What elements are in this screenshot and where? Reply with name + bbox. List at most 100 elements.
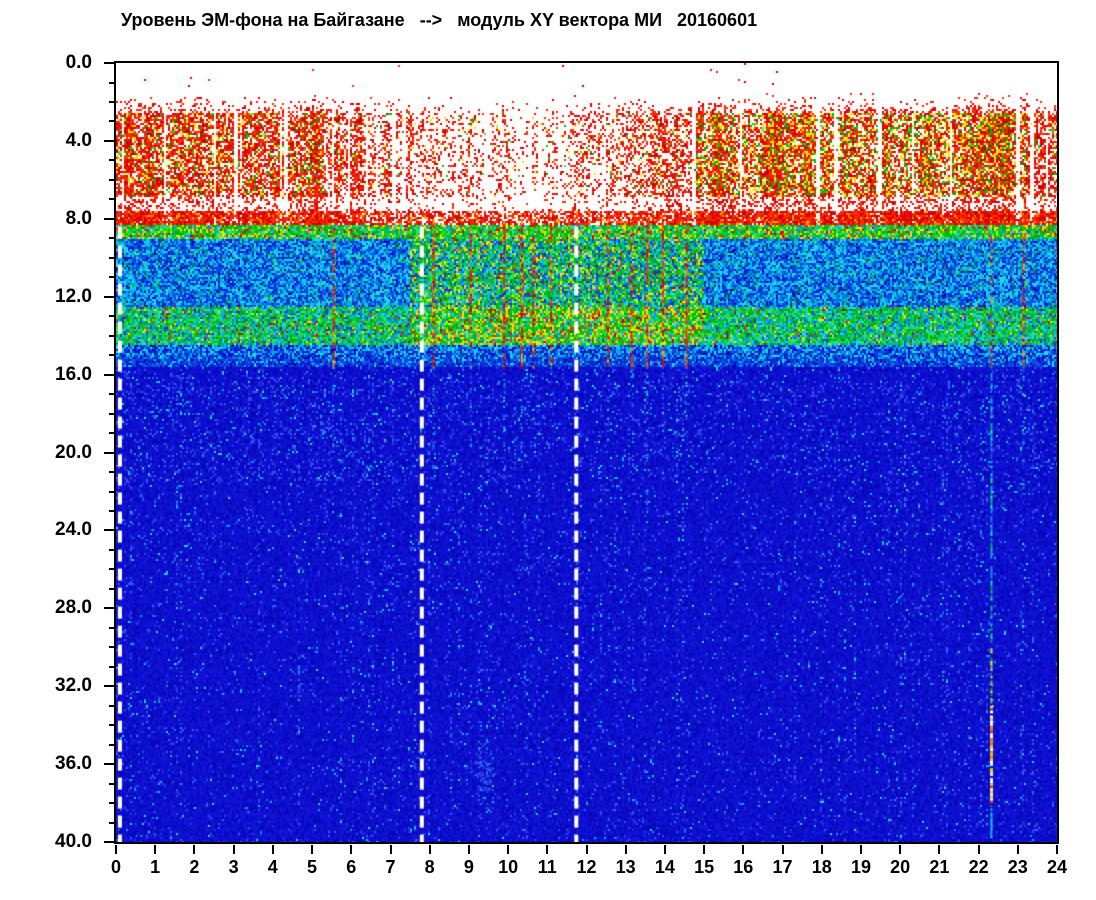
y-tick-label: 24.0 [55,519,92,541]
y-major-tick [104,763,114,766]
x-tick [271,845,274,854]
y-minor-tick [109,490,114,493]
x-tick-label: 14 [654,857,675,877]
y-minor-tick [109,101,114,103]
y-major-tick [104,607,114,610]
y-minor-tick [109,587,114,590]
chart-title: Уровень ЭМ-фона на Байгазане --> модуль … [121,10,758,30]
y-minor-tick [109,178,114,181]
x-tick-label: 11 [537,857,557,877]
y-minor-tick [109,81,114,84]
x-tick-label: 3 [228,857,239,877]
x-tick [311,845,313,854]
x-tick-label: 0 [110,857,121,877]
y-major-tick [104,373,114,376]
x-tick [742,845,745,854]
y-minor-tick [109,646,114,649]
y-minor-tick [109,509,114,512]
x-tick-label: 17 [772,857,793,877]
y-major-tick [104,295,114,298]
x-tick-label: 6 [346,857,357,877]
y-minor-tick [109,159,114,162]
x-tick [154,845,157,854]
y-major-tick [104,685,114,688]
x-tick-label: 20 [890,857,911,877]
y-minor-tick [109,782,114,785]
x-tick-label: 15 [694,857,715,877]
x-tick-label: 21 [929,857,950,877]
x-tick-label: 13 [615,857,636,877]
y-tick-label: 12.0 [55,285,92,307]
y-tick-label: 4.0 [65,129,92,151]
y-minor-tick [109,743,114,746]
x-tick [115,845,117,854]
y-tick-label: 32.0 [55,675,92,697]
x-tick-label: 19 [850,857,872,877]
x-tick [624,845,627,854]
y-minor-tick [109,393,114,396]
plot-frame [114,61,1059,844]
x-tick [938,845,941,854]
y-tick-label: 20.0 [55,441,92,463]
y-minor-tick [109,412,114,415]
x-tick [663,845,666,854]
x-tick-label: 22 [968,857,989,877]
x-tick [546,845,549,854]
y-minor-tick [109,315,114,318]
x-tick-label: 10 [498,857,519,877]
y-minor-tick [109,704,114,707]
y-minor-tick [109,568,114,571]
y-major-tick [104,62,114,64]
y-minor-tick [109,548,114,551]
x-tick-label: 18 [811,857,832,877]
x-tick [428,845,431,854]
y-major-tick [104,217,114,220]
x-tick [389,845,392,854]
y-major-tick [104,841,114,843]
spectrogram-canvas [116,63,1057,842]
x-tick [781,845,784,854]
y-major-tick [104,139,114,142]
x-tick-label: 7 [385,857,396,877]
y-tick-label: 36.0 [55,753,92,775]
x-tick [1016,845,1019,854]
y-minor-tick [109,334,114,337]
y-tick-label: 0.0 [65,52,92,73]
y-minor-tick [109,724,114,727]
x-tick [899,845,902,854]
x-tick-label: 2 [189,857,200,877]
x-tick [1056,845,1058,854]
y-major-tick [104,451,114,454]
y-major-tick [104,529,114,532]
x-tick [350,845,353,854]
y-tick-label: 8.0 [65,207,92,229]
y-minor-tick [109,471,114,473]
x-tick [585,845,588,854]
y-minor-tick [109,626,114,629]
x-tick-label: 4 [267,857,278,877]
x-tick [507,845,510,854]
x-tick-label: 9 [463,857,474,877]
x-tick [232,845,235,854]
x-tick [703,845,706,854]
x-tick-label: 16 [733,857,754,877]
y-tick-label: 16.0 [55,363,92,385]
y-tick-label: 40.0 [55,831,92,852]
y-minor-tick [109,665,114,668]
x-tick-label: 8 [424,857,435,877]
x-tick [467,845,470,854]
x-tick-label: 12 [576,857,597,877]
x-tick-label: 1 [150,857,161,877]
x-tick-label: 24 [1046,857,1068,877]
y-minor-tick [109,198,114,201]
y-minor-tick [109,432,114,434]
y-minor-tick [109,276,114,279]
x-tick-label: 23 [1007,857,1028,877]
y-minor-tick [109,237,114,240]
y-minor-tick [109,821,114,824]
x-tick-label: 5 [306,857,317,877]
x-tick [977,845,980,854]
y-minor-tick [109,120,114,123]
y-minor-tick [109,354,114,357]
